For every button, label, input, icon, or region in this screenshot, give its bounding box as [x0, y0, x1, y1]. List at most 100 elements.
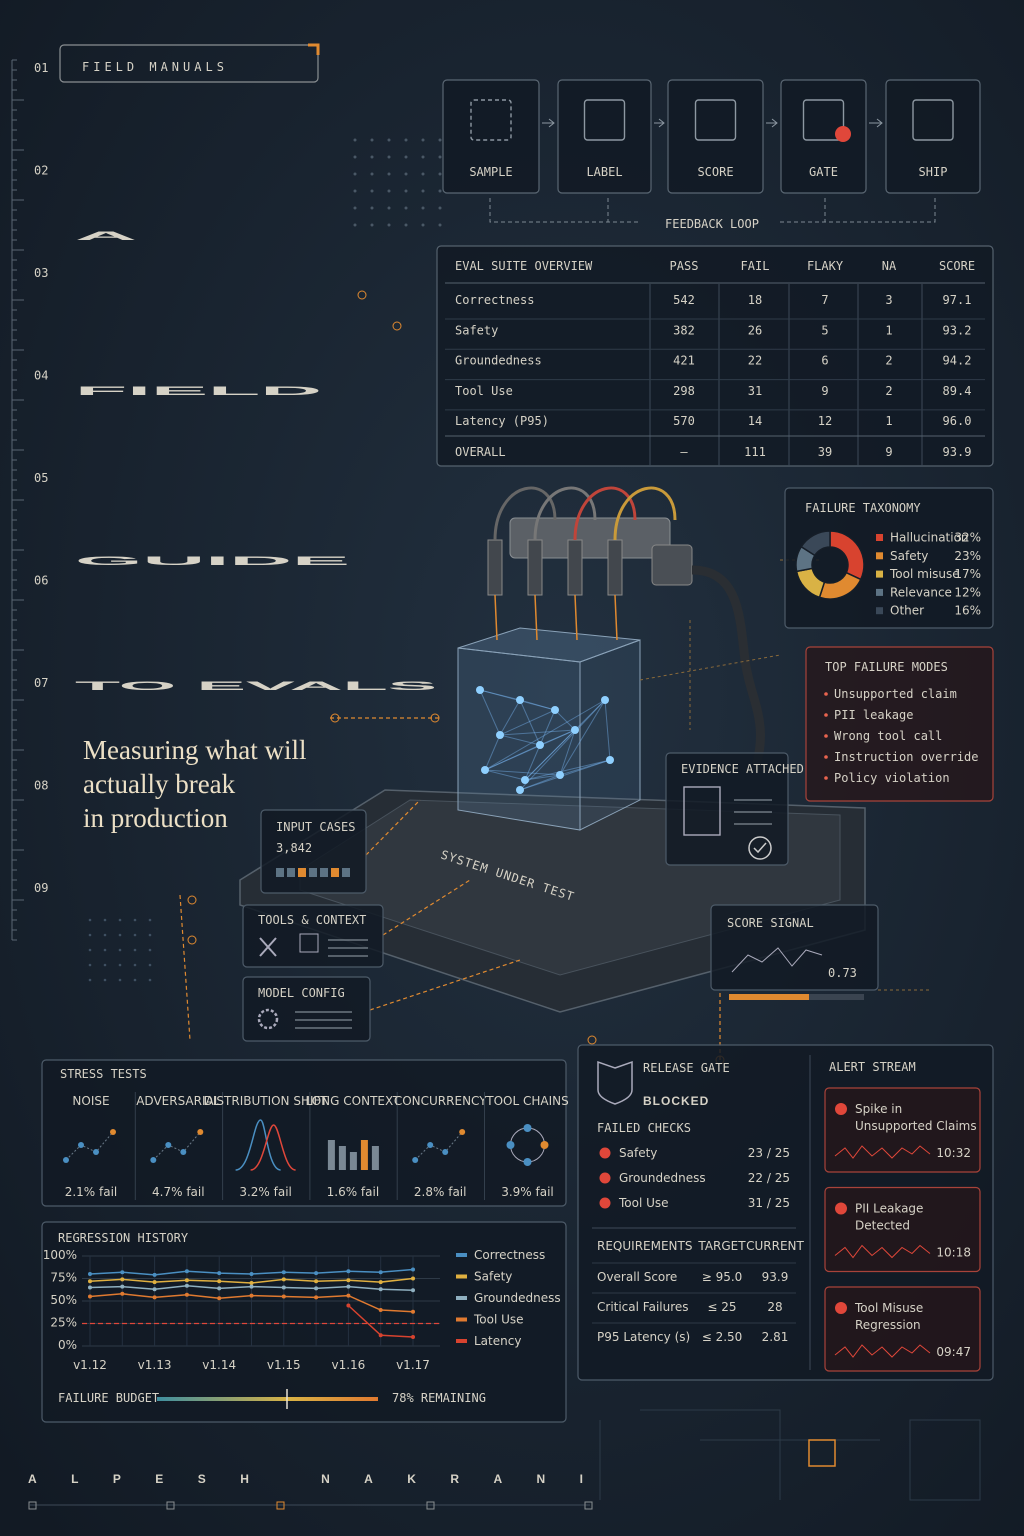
column-header: PASS	[670, 259, 699, 273]
alert-spark	[834, 1244, 931, 1259]
dot	[387, 155, 391, 159]
hose	[691, 565, 765, 772]
x-tick-label: v1.12	[73, 1358, 107, 1372]
table-cell: Tool Use	[455, 384, 513, 398]
dot	[118, 948, 122, 952]
marker	[584, 1501, 593, 1510]
rule	[519, 759, 611, 791]
alert-icon	[835, 1302, 847, 1314]
fail-icon	[599, 1147, 611, 1159]
test-name: ADVERSARIAL	[136, 1094, 221, 1108]
gear-icon	[257, 1008, 279, 1030]
rule	[484, 729, 576, 771]
card-title: EVIDENCE ATTACHED	[681, 762, 804, 776]
dot	[421, 138, 425, 142]
dot	[387, 206, 391, 210]
check-icon	[748, 836, 772, 860]
legend-label: Safety	[890, 549, 928, 563]
check-ratio: 31 / 25	[748, 1196, 790, 1210]
rule	[524, 729, 576, 781]
legend-swatch	[876, 607, 883, 615]
series-point	[346, 1293, 351, 1298]
series-point	[88, 1294, 92, 1299]
table-cell: 1	[885, 414, 892, 428]
table-cell: 111	[744, 445, 766, 459]
gate-status: BLOCKED	[643, 1094, 709, 1108]
circuit	[599, 1409, 981, 1501]
check-name: Groundedness	[619, 1171, 706, 1185]
series-point	[152, 1280, 157, 1285]
rule	[484, 744, 541, 771]
card-value: 0.73	[828, 966, 857, 980]
rule	[534, 594, 538, 641]
check-name: Tool Use	[618, 1196, 669, 1210]
x-tick-label: v1.17	[396, 1358, 430, 1372]
donut-segment	[800, 530, 831, 557]
rule	[519, 699, 606, 791]
legend-label: Tool Use	[473, 1313, 524, 1327]
node	[521, 776, 529, 784]
series-point	[217, 1286, 222, 1291]
bullet	[824, 755, 828, 759]
column-header: FLAKY	[807, 259, 844, 273]
tools-card	[242, 904, 384, 968]
alert-icon	[835, 1202, 847, 1215]
table-cell: 1	[885, 323, 892, 337]
shield-icon	[597, 1060, 633, 1105]
marker	[166, 1501, 175, 1510]
list-item: PII leakage	[834, 708, 913, 722]
step-icon	[583, 99, 626, 141]
scatter-point	[150, 1157, 157, 1163]
series-point	[249, 1293, 254, 1298]
regression-panel	[41, 1221, 567, 1423]
check-ratio: 22 / 25	[748, 1171, 790, 1185]
legend-swatch	[456, 1296, 467, 1300]
test-result: 1.6% fail	[327, 1185, 380, 1199]
legend-value: 32%	[954, 531, 981, 545]
test-result: 3.2% fail	[239, 1185, 292, 1199]
series-point	[217, 1271, 222, 1276]
probe	[607, 539, 623, 596]
dot	[421, 206, 425, 210]
ctx-bar	[371, 1146, 379, 1170]
cube-side	[579, 639, 641, 831]
probe	[567, 539, 583, 596]
chain-node	[523, 1124, 532, 1132]
series-point	[88, 1272, 92, 1276]
table-cell: 2	[885, 354, 892, 368]
legend-label: Latency	[474, 1334, 521, 1348]
rule	[484, 734, 501, 771]
bullet	[824, 734, 828, 738]
panel-title: TOP FAILURE MODES	[825, 660, 948, 674]
step-icon	[912, 99, 954, 141]
dot	[404, 206, 408, 210]
scatter-line	[65, 1131, 114, 1161]
list-item: Wrong tool call	[834, 729, 942, 743]
test-result: 4.7% fail	[152, 1185, 205, 1199]
legend-label: Other	[890, 604, 924, 618]
dot	[133, 918, 137, 922]
ruler-number: 01	[34, 61, 48, 75]
list-item: Policy violation	[834, 771, 950, 785]
rule	[479, 689, 521, 701]
marker	[28, 1501, 37, 1510]
dot	[148, 978, 152, 982]
junction	[430, 713, 440, 723]
wire	[179, 717, 721, 1060]
series-point	[378, 1270, 383, 1275]
pipeline-step	[442, 79, 540, 194]
rule	[499, 729, 576, 736]
rule	[519, 699, 541, 746]
scatter-point	[78, 1142, 84, 1148]
dot	[103, 948, 107, 952]
dot	[370, 223, 374, 227]
tools-icon	[299, 933, 319, 953]
subtitle-line: Measuring what will	[83, 735, 306, 765]
rule	[519, 699, 556, 711]
junction	[392, 321, 402, 331]
step-label: SHIP	[919, 165, 948, 179]
series-point	[314, 1279, 319, 1284]
table-cell: 94.2	[943, 354, 972, 368]
table-cell: 31	[748, 384, 762, 398]
